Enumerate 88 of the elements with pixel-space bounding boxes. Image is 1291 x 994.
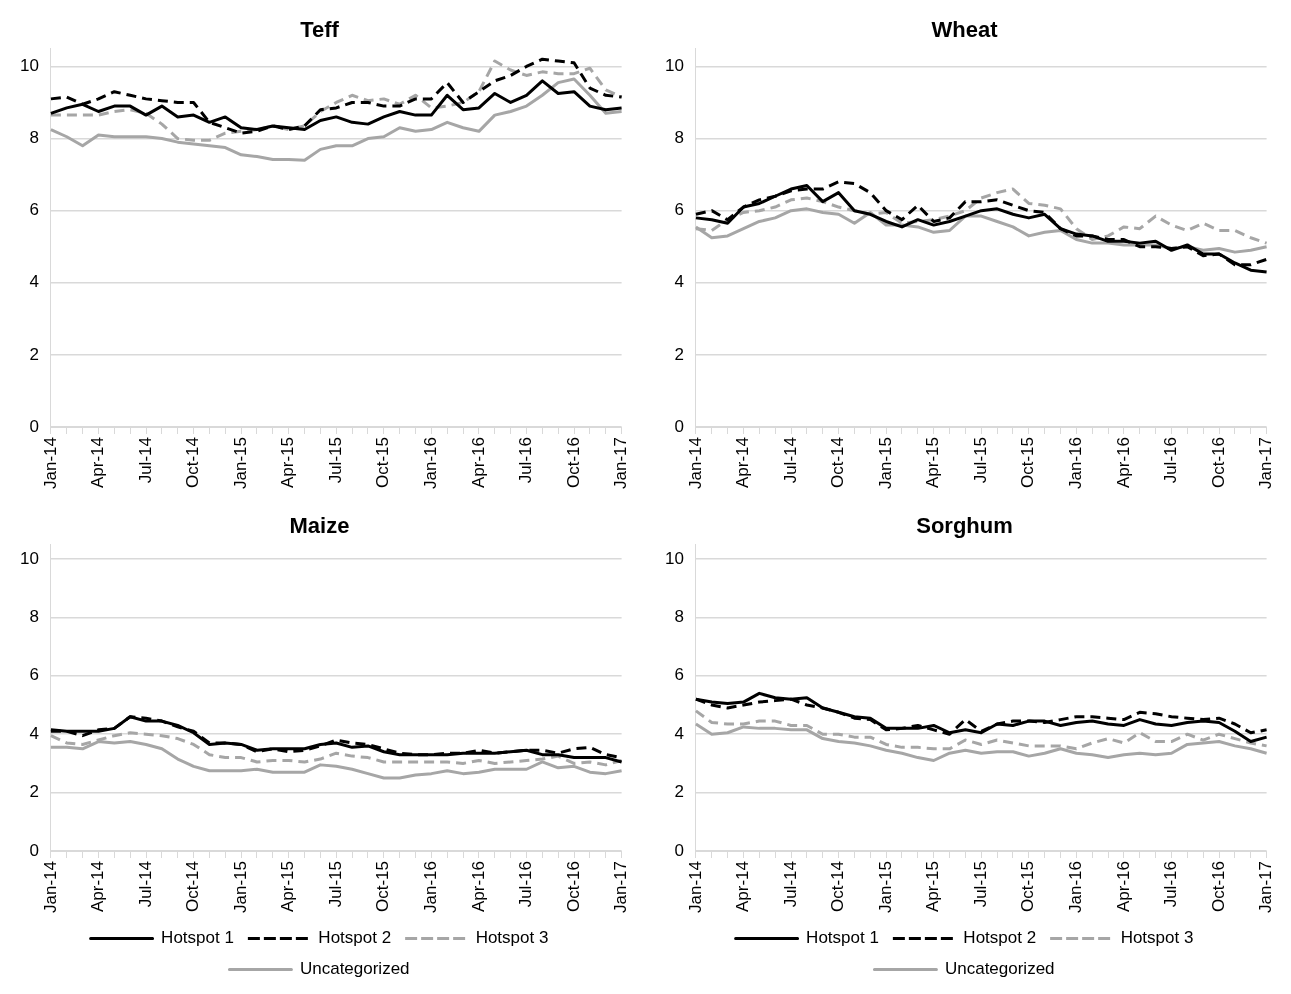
legend-label: Hotspot 2 xyxy=(318,928,392,948)
x-tick-label: Apr-16 xyxy=(468,437,488,489)
legend-label: Hotspot 3 xyxy=(1120,928,1194,948)
y-tick-label: 2 xyxy=(29,344,39,364)
x-tick-label: Oct-16 xyxy=(563,861,583,913)
y-tick-label: 6 xyxy=(674,665,684,685)
x-tick-label: Jan-16 xyxy=(421,861,441,913)
x-tick-label: Jan-16 xyxy=(421,437,441,489)
x-tick-label: Jan-17 xyxy=(611,437,631,489)
x-tick-label: Jul-15 xyxy=(325,437,345,484)
x-tick-label: Apr-16 xyxy=(468,861,488,913)
chart-title: Teff xyxy=(300,17,340,43)
y-tick-label: 10 xyxy=(19,56,39,76)
x-tick-label: Apr-14 xyxy=(733,861,753,913)
x-tick-label: Apr-15 xyxy=(278,861,298,913)
x-tick-label: Apr-15 xyxy=(278,437,298,489)
x-tick-label: Jan-14 xyxy=(685,861,705,913)
x-tick-label: Jul-15 xyxy=(970,861,990,908)
y-tick-label: 0 xyxy=(674,416,684,436)
x-tick-label: Apr-15 xyxy=(923,437,943,489)
x-tick-label: Jan-16 xyxy=(1066,861,1086,913)
x-tick-label: Jul-14 xyxy=(135,861,155,908)
x-tick-label: Jan-16 xyxy=(1066,437,1086,489)
legend-label: Uncategorized xyxy=(299,959,410,979)
y-tick-label: 2 xyxy=(674,344,684,364)
chart-title: Sorghum xyxy=(916,513,1013,539)
x-tick-label: Jul-16 xyxy=(1161,861,1181,908)
y-tick-label: 4 xyxy=(29,723,39,743)
y-tick-label: 8 xyxy=(674,607,684,627)
legend-label: Hotspot 2 xyxy=(963,928,1037,948)
x-tick-label: Jul-16 xyxy=(516,861,536,908)
x-tick-label: Apr-14 xyxy=(88,861,108,913)
x-tick-label: Oct-16 xyxy=(1208,861,1228,913)
chart-title: Maize xyxy=(289,513,350,539)
x-tick-label: Oct-14 xyxy=(828,437,848,489)
y-tick-label: 2 xyxy=(29,782,39,802)
x-tick-label: Apr-16 xyxy=(1113,861,1133,913)
y-tick-label: 0 xyxy=(29,416,39,436)
y-tick-label: 10 xyxy=(664,548,684,568)
x-tick-label: Oct-14 xyxy=(828,861,848,913)
x-tick-label: Apr-15 xyxy=(923,861,943,913)
y-tick-label: 8 xyxy=(674,128,684,148)
x-tick-label: Jan-14 xyxy=(40,861,60,913)
legend-label: Hotspot 1 xyxy=(161,928,234,948)
x-tick-label: Jan-15 xyxy=(230,861,250,913)
x-tick-label: Jul-16 xyxy=(516,437,536,484)
chart-title: Wheat xyxy=(931,17,999,43)
y-tick-label: 4 xyxy=(674,272,684,292)
x-tick-label: Jan-17 xyxy=(611,861,631,913)
y-tick-label: 6 xyxy=(29,665,39,685)
legend-label: Hotspot 1 xyxy=(806,928,879,948)
x-tick-label: Jan-15 xyxy=(875,437,895,489)
y-tick-label: 10 xyxy=(664,56,684,76)
x-tick-label: Jan-14 xyxy=(40,437,60,489)
x-tick-label: Jan-15 xyxy=(230,437,250,489)
x-tick-label: Oct-14 xyxy=(183,861,203,913)
y-tick-label: 8 xyxy=(29,607,39,627)
x-tick-label: Jul-15 xyxy=(325,861,345,908)
x-tick-label: Oct-15 xyxy=(373,437,393,489)
y-tick-label: 0 xyxy=(674,840,684,860)
x-tick-label: Jan-14 xyxy=(685,437,705,489)
y-tick-label: 2 xyxy=(674,782,684,802)
y-tick-label: 10 xyxy=(19,548,39,568)
x-tick-label: Apr-14 xyxy=(733,437,753,489)
legend-label: Hotspot 3 xyxy=(475,928,549,948)
y-tick-label: 6 xyxy=(674,200,684,220)
legend-label: Uncategorized xyxy=(944,959,1055,979)
x-tick-label: Oct-15 xyxy=(1018,861,1038,913)
x-tick-label: Oct-15 xyxy=(1018,437,1038,489)
x-tick-label: Jul-14 xyxy=(780,437,800,484)
y-tick-label: 4 xyxy=(674,723,684,743)
x-tick-label: Oct-16 xyxy=(1208,437,1228,489)
y-tick-label: 4 xyxy=(29,272,39,292)
x-tick-label: Oct-14 xyxy=(183,437,203,489)
y-tick-label: 0 xyxy=(29,840,39,860)
x-tick-label: Oct-16 xyxy=(563,437,583,489)
x-tick-label: Jan-17 xyxy=(1256,861,1276,913)
x-tick-label: Jan-17 xyxy=(1256,437,1276,489)
x-tick-label: Jul-16 xyxy=(1161,437,1181,484)
x-tick-label: Jul-15 xyxy=(970,437,990,484)
x-tick-label: Apr-16 xyxy=(1113,437,1133,489)
x-tick-label: Oct-15 xyxy=(373,861,393,913)
x-tick-label: Jul-14 xyxy=(780,861,800,908)
x-tick-label: Jan-15 xyxy=(875,861,895,913)
x-tick-label: Jul-14 xyxy=(135,437,155,484)
y-tick-label: 8 xyxy=(29,128,39,148)
x-tick-label: Apr-14 xyxy=(88,437,108,489)
y-tick-label: 6 xyxy=(29,200,39,220)
